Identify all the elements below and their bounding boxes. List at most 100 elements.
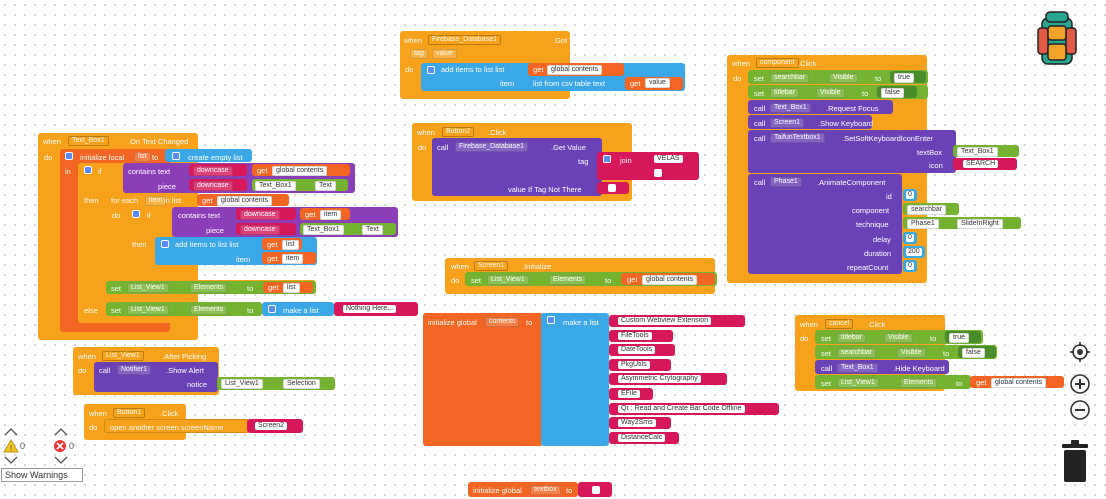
downcase-dropdown[interactable]: downcase — [240, 210, 280, 220]
number-value[interactable]: 0 — [906, 262, 914, 270]
visible-dropdown[interactable]: Visible — [829, 73, 858, 83]
warning-down-arrow-icon[interactable] — [4, 456, 18, 464]
text-value[interactable]: SEARCH — [963, 160, 999, 168]
call-get-value-block[interactable] — [432, 138, 602, 196]
firebase-dropdown[interactable]: Firebase_Database1 — [455, 142, 528, 152]
warning-up-arrow-icon[interactable] — [4, 428, 18, 436]
text-value[interactable] — [654, 169, 662, 177]
list-item-text-value[interactable]: Qr : Read and Create Bar Code Offline — [618, 404, 745, 413]
gear-icon[interactable] — [84, 166, 92, 174]
list-item-text-value[interactable]: DistanceCalc — [618, 433, 666, 442]
number-value[interactable]: 0 — [906, 191, 914, 199]
call-show-keyboard-block[interactable] — [748, 115, 872, 129]
elements-dropdown[interactable]: Elements — [190, 305, 228, 315]
error-up-arrow-icon[interactable] — [54, 428, 68, 436]
text-prop-dropdown[interactable]: Text — [362, 225, 383, 235]
make-a-list-block[interactable] — [262, 302, 334, 316]
text-value[interactable]: Nothing Here... — [343, 305, 397, 313]
item-dropdown[interactable]: item — [320, 210, 342, 220]
param-value[interactable]: value — [432, 49, 457, 59]
text-box-dropdown[interactable]: Text_Box1 — [837, 363, 878, 373]
titlebar-dropdown[interactable]: titlebar — [770, 88, 800, 98]
call-request-focus-block[interactable] — [748, 100, 893, 114]
global-contents-dropdown[interactable]: global contents — [217, 196, 273, 206]
global-contents-dropdown[interactable]: global contents — [272, 166, 328, 176]
downcase-dropdown[interactable]: downcase — [240, 225, 280, 235]
init-global-textbox-block[interactable] — [468, 482, 578, 497]
trash-icon[interactable] — [1060, 440, 1090, 484]
true-dropdown[interactable]: true — [894, 73, 915, 83]
set-elements-block[interactable] — [106, 302, 262, 316]
list-view-dropdown[interactable]: List_View1 — [127, 305, 169, 315]
global-var-name[interactable]: textbox — [530, 485, 561, 495]
screen-dropdown[interactable]: Screen1 — [770, 118, 805, 128]
false-dropdown[interactable]: false — [881, 88, 904, 98]
phase-dropdown[interactable]: Phase1 — [770, 177, 802, 187]
searchbar-dropdown[interactable]: searchbar — [837, 348, 877, 358]
gear-icon[interactable] — [161, 240, 169, 248]
downcase-block[interactable] — [189, 164, 247, 176]
backpack-icon[interactable] — [1036, 8, 1078, 68]
downcase-dropdown[interactable]: downcase — [193, 181, 233, 191]
downcase-block[interactable] — [189, 179, 247, 191]
component-dropdown[interactable]: Text_Box1 — [68, 136, 109, 146]
notifier-dropdown[interactable]: Notifier1 — [117, 365, 152, 375]
phase-dropdown[interactable]: Phase1 — [907, 219, 939, 229]
global-contents-dropdown[interactable]: global contents — [991, 378, 1047, 388]
param-tag[interactable]: tag — [410, 49, 428, 59]
false-dropdown[interactable]: false — [962, 348, 985, 358]
set-elements-block[interactable] — [815, 375, 971, 389]
list-view-dropdown[interactable]: List_View1 — [127, 283, 169, 293]
list-view-dropdown[interactable]: List_View1 — [221, 379, 263, 389]
searchbar-dropdown[interactable]: searchbar — [907, 205, 947, 215]
component-dropdown[interactable]: Screen1 — [474, 261, 509, 271]
text-value[interactable]: VELAS — [654, 155, 683, 163]
searchbar-dropdown[interactable]: searchbar — [770, 73, 810, 83]
list-item-text-value[interactable]: DateTools — [618, 346, 656, 355]
zoom-in-icon[interactable] — [1070, 374, 1090, 394]
elements-dropdown[interactable]: Elements — [900, 378, 938, 388]
selection-dropdown[interactable]: Selection — [283, 379, 320, 389]
text-box-dropdown[interactable]: Text_Box1 — [255, 181, 296, 191]
list-item-text-value[interactable]: PkgUtils — [618, 360, 650, 369]
true-dropdown[interactable]: true — [949, 333, 970, 343]
gear-icon[interactable] — [268, 305, 276, 313]
text-value[interactable] — [608, 184, 616, 192]
loop-var[interactable]: item — [145, 196, 167, 206]
gear-icon[interactable] — [603, 155, 611, 163]
list-item-text-value[interactable]: Custom Webview Extension — [618, 317, 712, 325]
downcase-block[interactable] — [236, 223, 296, 235]
list-item-text-value[interactable]: EFile — [618, 390, 640, 398]
titlebar-dropdown[interactable]: titlebar — [837, 333, 867, 343]
visible-dropdown[interactable]: Visible — [897, 348, 926, 358]
text-box-dropdown[interactable]: Text_Box1 — [770, 103, 811, 113]
list-view-dropdown[interactable]: List_View1 — [837, 378, 879, 388]
error-down-arrow-icon[interactable] — [54, 456, 68, 464]
gear-icon[interactable] — [65, 152, 73, 160]
target-icon[interactable] — [1070, 342, 1090, 362]
gear-icon[interactable] — [132, 210, 140, 218]
set-visible-block[interactable] — [815, 330, 983, 344]
component-dropdown[interactable]: List_View1 — [102, 351, 144, 361]
list-item-text-value[interactable]: Asymmetric Crytography — [618, 375, 701, 384]
elements-dropdown[interactable]: Elements — [190, 283, 228, 293]
list-view-dropdown[interactable]: List_View1 — [487, 275, 529, 285]
set-visible-block[interactable] — [748, 70, 928, 84]
elements-dropdown[interactable]: Elements — [549, 275, 587, 285]
create-empty-list-block[interactable] — [165, 149, 252, 162]
call-show-alert-block[interactable] — [94, 362, 218, 392]
set-visible-block[interactable] — [815, 345, 997, 359]
visible-dropdown[interactable]: Visible — [884, 333, 913, 343]
taifun-dropdown[interactable]: TaifunTextbox1 — [770, 133, 825, 143]
local-var-name[interactable]: list — [134, 152, 151, 162]
text-box-dropdown[interactable]: Text_Box1 — [303, 225, 344, 235]
text-value[interactable]: Screen2 — [255, 422, 288, 430]
global-contents-dropdown[interactable]: global contents — [547, 65, 603, 75]
show-warnings-button[interactable]: Show Warnings — [1, 468, 83, 482]
zoom-out-icon[interactable] — [1070, 400, 1090, 420]
number-value[interactable]: 200 — [906, 248, 922, 256]
item-dropdown[interactable]: item — [282, 254, 304, 264]
list-item-text-value[interactable]: Way2Sms — [618, 419, 656, 428]
component-dropdown[interactable]: Button1 — [113, 408, 146, 418]
call-set-soft-keyboard-block[interactable] — [748, 130, 956, 173]
